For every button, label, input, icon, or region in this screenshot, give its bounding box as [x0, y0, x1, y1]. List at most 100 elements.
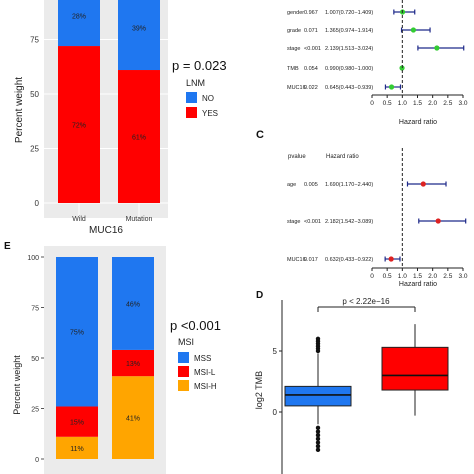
msi-bar-segment: [112, 257, 154, 350]
forest-c-panel: C pvalue Hazard ratio age 0.005 1.690(1.17…: [256, 129, 468, 288]
lnm-panel: 72% 28% 61% 39% 0 25 50 75 Wild Mutation Percen…: [14, 0, 227, 236]
tmb-axis: 05: [273, 300, 283, 474]
lnm-bar-label: 28%: [72, 14, 86, 21]
forest-top-row-label: stage: [287, 46, 300, 52]
lnm-y-ticks: 0 25 50 75: [30, 36, 39, 209]
msi-bar-label: 11%: [70, 446, 84, 453]
lnm-bar-segment: [118, 70, 160, 204]
tmb-y-axis-label: log2 TMB: [254, 371, 264, 409]
forest-c-x-tick-label: 0: [370, 273, 374, 280]
forest-top-row-hr: 1.365(0.974−1.914): [325, 28, 373, 34]
msi-y-tick-label: 75: [31, 306, 39, 313]
forest-top-row-pvalue: 0.967: [304, 10, 318, 16]
forest-top-row-label: gender: [287, 10, 304, 16]
lnm-y-tick-label: 25: [30, 145, 39, 154]
forest-top-row-pvalue: 0.022: [304, 85, 318, 91]
msi-bar-segment: [112, 376, 154, 459]
forest-c-row-label: MUC16: [287, 257, 306, 263]
tmb-outlier: [315, 440, 321, 445]
msi-legend: MSS MSI-L MSI-H: [178, 352, 217, 391]
lnm-legend-title: LNM: [186, 78, 205, 88]
msi-bar-segment: [56, 406, 98, 437]
forest-c-row-hr: 1.690(1.170−2.440): [325, 182, 373, 188]
forest-c-row-hr: 2.182(1.542−3.089): [325, 219, 373, 225]
forest-c-x-tick-label: 2.0: [428, 273, 437, 280]
tmb-outlier: [315, 447, 321, 453]
panel-label-e: E: [4, 241, 11, 252]
msi-bar-label: 75%: [70, 330, 84, 337]
msi-legend-swatch: [178, 380, 189, 391]
msi-bars: 11% 15% 75% 41% 13% 46%: [56, 257, 154, 459]
tmb-panel: D 05 log2 TMB p < 2.22e−16: [254, 290, 449, 474]
forest-c-row-label: stage: [287, 219, 300, 225]
panel-label-d: D: [256, 290, 263, 301]
lnm-legend-label: YES: [202, 109, 218, 118]
tmb-y-tick-label: 0: [273, 408, 278, 417]
tmb-outlier: [315, 432, 321, 438]
msi-y-ticks: 0 25 50 75 100: [27, 255, 44, 464]
forest-c-x-tick-label: 1.5: [413, 273, 422, 280]
msi-pvalue: p <0.001: [170, 318, 221, 333]
msi-legend-swatch: [178, 352, 189, 363]
tmb-outlier: [315, 425, 321, 431]
msi-legend-swatch: [178, 366, 189, 377]
lnm-x-tick-label: Mutation: [126, 216, 153, 223]
msi-bar-segment: [56, 257, 98, 407]
forest-c-row-pvalue: <0.001: [304, 219, 321, 225]
msi-panel: E 11% 15% 75% 41% 13% 46% 0 25 50 75 100 Percent …: [4, 241, 221, 474]
lnm-bar-label: 39%: [132, 26, 146, 33]
forest-top-point: [410, 27, 417, 33]
lnm-y-tick-label: 75: [30, 36, 39, 45]
lnm-x-ticks: Wild Mutation: [72, 216, 152, 223]
msi-bar-label: 15%: [70, 420, 84, 427]
forest-c-row-pvalue: 0.017: [304, 257, 318, 263]
msi-bar-segment: [112, 349, 154, 377]
msi-legend-label: MSS: [194, 354, 211, 363]
tmb-outlier: [315, 429, 321, 434]
forest-top-row-hr: 0.990(0.980−1.000): [325, 66, 373, 72]
msi-legend-label: MSI-L: [194, 368, 216, 377]
forest-c-point: [435, 218, 441, 224]
forest-top-x-axis-label: Hazard ratio: [399, 119, 437, 126]
forest-c-x-tick-label: 0.5: [383, 273, 392, 280]
lnm-x-tick-label: Wild: [72, 216, 86, 223]
tmb-boxes: [284, 324, 449, 453]
forest-c-x-tick-label: 1.0: [398, 273, 407, 280]
forest-c-point: [388, 256, 394, 262]
tmb-box: [284, 385, 352, 407]
forest-top-panel: gender 0.967 1.007(0.720−1.409) grade 0.071 1…: [287, 0, 468, 126]
forest-top-x-tick-label: 2.0: [428, 100, 437, 107]
forest-top-x-tick-label: 0.5: [383, 100, 392, 107]
lnm-bar-segment: [58, 0, 100, 47]
forest-top-point: [434, 45, 440, 51]
msi-legend-title: MSI: [178, 337, 194, 347]
forest-top-rows: gender 0.967 1.007(0.720−1.409) grade 0.071 1…: [287, 9, 465, 91]
forest-top-x-tick-label: 2.5: [443, 100, 452, 107]
msi-y-axis-label: Percent weight: [12, 355, 22, 415]
msi-y-tick-label: 0: [35, 457, 39, 464]
lnm-x-axis-label: MUC16: [89, 225, 123, 236]
forest-top-row-hr: 2.139(1.513−3.024): [325, 46, 373, 52]
lnm-legend-swatch: [186, 92, 197, 103]
lnm-legend: NO YES: [186, 92, 218, 118]
forest-c-row-pvalue: 0.005: [304, 182, 318, 188]
msi-bar-label: 46%: [126, 301, 140, 308]
msi-legend-label: MSI-H: [194, 382, 217, 391]
tmb-y-tick-label: 5: [273, 347, 278, 356]
lnm-legend-label: NO: [202, 94, 214, 103]
forest-top-row-label: TMB: [287, 66, 299, 72]
forest-top-row-label: MUC16: [287, 85, 306, 91]
forest-c-x-tick-label: 2.5: [443, 273, 452, 280]
forest-top-x-tick-label: 1.5: [413, 100, 422, 107]
forest-top-row-hr: 0.645(0.443−0.939): [325, 85, 373, 91]
lnm-bar-segment: [118, 0, 160, 71]
panel-label-c: C: [256, 129, 264, 141]
forest-c-row-label: age: [287, 182, 296, 188]
lnm-y-axis-label: Percent weight: [14, 77, 25, 143]
lnm-bars: 72% 28% 61% 39%: [58, 0, 160, 204]
msi-bar-segment: [56, 436, 98, 459]
tmb-box: [381, 346, 449, 391]
forest-top-row-pvalue: 0.054: [304, 66, 318, 72]
forest-top-row-pvalue: <0.001: [304, 46, 321, 52]
